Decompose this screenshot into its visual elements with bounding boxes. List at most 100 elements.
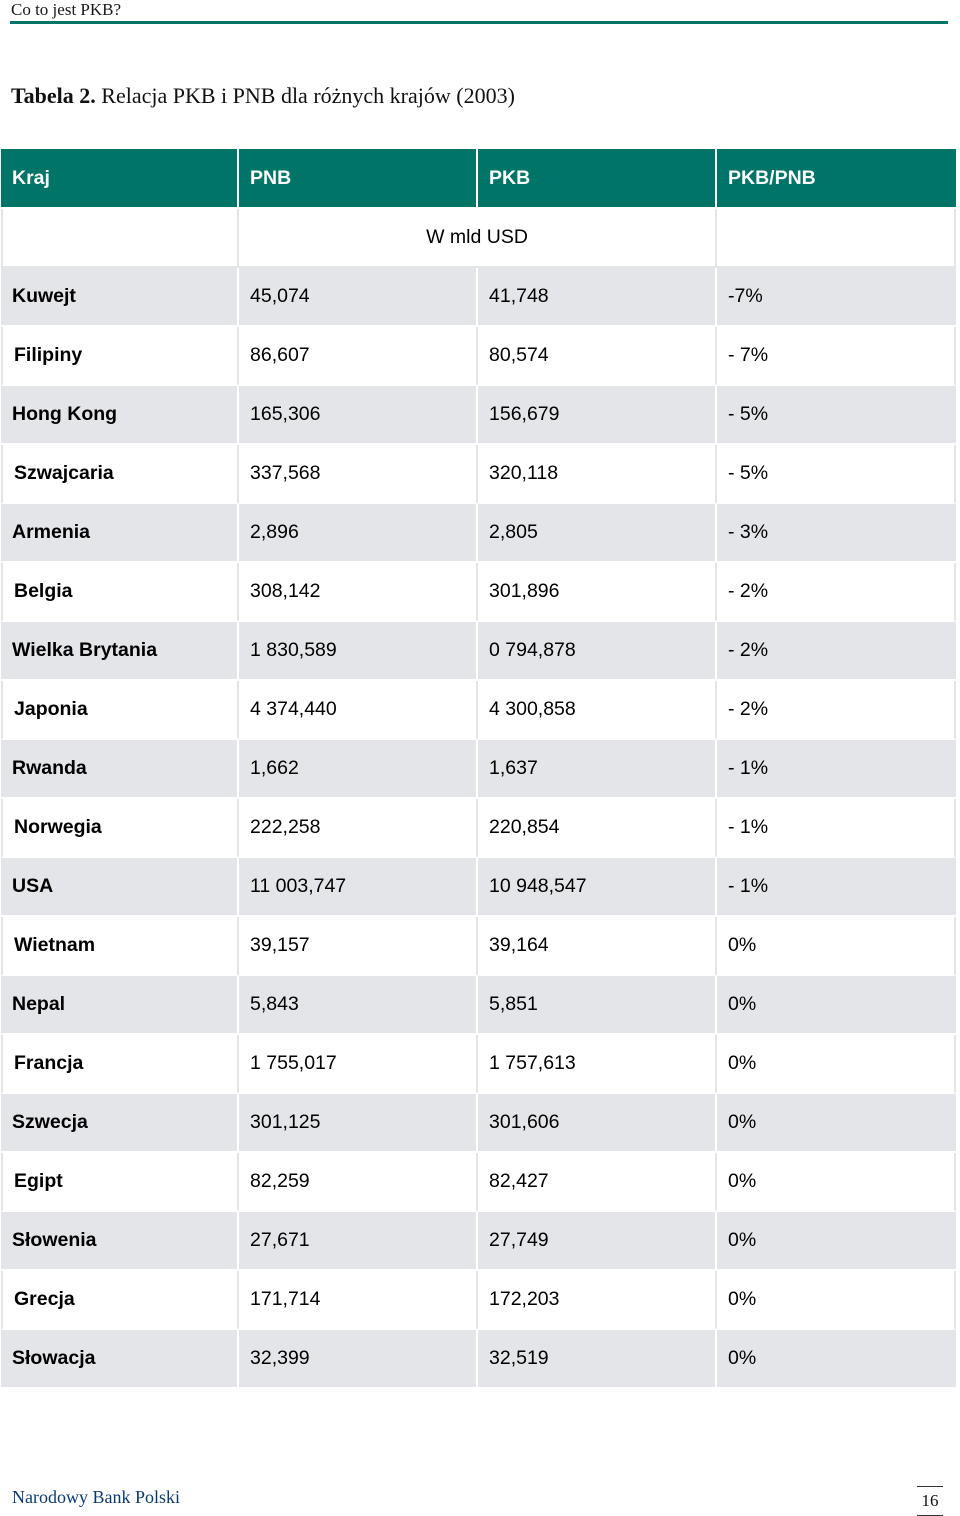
cell-ratio: 0%: [717, 917, 956, 976]
cell-ratio: 0%: [717, 1330, 956, 1389]
table-row: Nepal 5,843 5,851 0%: [1, 976, 956, 1035]
cell-ratio: 0%: [717, 976, 956, 1035]
cell-country: Wielka Brytania: [1, 622, 239, 681]
cell-gnp: 32,399: [239, 1330, 478, 1389]
cell-country: Nepal: [1, 976, 239, 1035]
table-row: Francja 1 755,017 1 757,613 0%: [1, 1035, 956, 1094]
column-header-ratio: PKB/PNB: [717, 149, 956, 209]
cell-country: Armenia: [1, 504, 239, 563]
cell-country: Francja: [1, 1035, 239, 1094]
table-row: Egipt 82,259 82,427 0%: [1, 1153, 956, 1212]
cell-gnp: 1,662: [239, 740, 478, 799]
cell-gdp: 220,854: [478, 799, 717, 858]
cell-ratio: - 7%: [717, 327, 956, 386]
cell-gdp: 4 300,858: [478, 681, 717, 740]
cell-ratio: 0%: [717, 1271, 956, 1330]
table-row: Wietnam 39,157 39,164 0%: [1, 917, 956, 976]
cell-ratio: 0%: [717, 1212, 956, 1271]
cell-gnp: 1 830,589: [239, 622, 478, 681]
table-row: Japonia 4 374,440 4 300,858- 2%: [1, 681, 956, 740]
table-row: Grecja 171,714 172,203 0%: [1, 1271, 956, 1330]
cell-ratio: - 1%: [717, 799, 956, 858]
cell-country: Słowacja: [1, 1330, 239, 1389]
cell-ratio: - 5%: [717, 386, 956, 445]
unit-label: W mld USD: [239, 209, 717, 268]
cell-gdp: 82,427: [478, 1153, 717, 1212]
cell-ratio: - 2%: [717, 563, 956, 622]
cell-gdp: 301,896: [478, 563, 717, 622]
table-header-row: Kraj PNB PKB PKB/PNB: [1, 149, 956, 209]
cell-gnp: 2,896: [239, 504, 478, 563]
cell-gdp: 10 948,547: [478, 858, 717, 917]
cell-gnp: 1 755,017: [239, 1035, 478, 1094]
cell-gdp: 156,679: [478, 386, 717, 445]
cell-ratio: 0%: [717, 1153, 956, 1212]
cell-gnp: 4 374,440: [239, 681, 478, 740]
caption-label: Tabela 2.: [11, 83, 96, 108]
cell-gnp: 165,306: [239, 386, 478, 445]
table-row: Słowacja 32,399 32,519 0%: [1, 1330, 956, 1389]
gdp-gnp-table: Kraj PNB PKB PKB/PNB W mld USD Kuwejt 45,…: [1, 149, 956, 1389]
cell-country: Szwecja: [1, 1094, 239, 1153]
publisher-name: Narodowy Bank Polski: [12, 1487, 180, 1507]
cell-gnp: 337,568: [239, 445, 478, 504]
cell-country: USA: [1, 858, 239, 917]
cell-ratio: - 1%: [717, 740, 956, 799]
table-row: Szwecja 301,125 301,606 0%: [1, 1094, 956, 1153]
page-number: 16: [917, 1486, 943, 1516]
cell-gdp: 41,748: [478, 268, 717, 327]
table-row: Szwajcaria 337,568 320,118- 5%: [1, 445, 956, 504]
cell-gdp: 80,574: [478, 327, 717, 386]
cell-gnp: 301,125: [239, 1094, 478, 1153]
unit-row-empty-cell: [1, 209, 239, 268]
cell-ratio: - 3%: [717, 504, 956, 563]
cell-ratio: - 2%: [717, 622, 956, 681]
cell-ratio: - 2%: [717, 681, 956, 740]
cell-country: Belgia: [1, 563, 239, 622]
cell-country: Grecja: [1, 1271, 239, 1330]
cell-country: Norwegia: [1, 799, 239, 858]
cell-ratio: - 1%: [717, 858, 956, 917]
cell-gnp: 171,714: [239, 1271, 478, 1330]
cell-gnp: 45,074: [239, 268, 478, 327]
cell-ratio: 0%: [717, 1094, 956, 1153]
table-row: Norwegia 222,258 220,854- 1%: [1, 799, 956, 858]
cell-country: Szwajcaria: [1, 445, 239, 504]
cell-gdp: 2,805: [478, 504, 717, 563]
table-body: Kuwejt 45,074 41,748 -7% Filipiny 86,607 80,57…: [1, 268, 956, 1389]
cell-gnp: 86,607: [239, 327, 478, 386]
header-rule: [10, 21, 948, 24]
cell-ratio: 0%: [717, 1035, 956, 1094]
cell-gnp: 5,843: [239, 976, 478, 1035]
table-row: Armenia 2,896 2,805- 3%: [1, 504, 956, 563]
cell-gdp: 1 757,613: [478, 1035, 717, 1094]
cell-gnp: 27,671: [239, 1212, 478, 1271]
cell-gnp: 82,259: [239, 1153, 478, 1212]
cell-country: Egipt: [1, 1153, 239, 1212]
cell-country: Japonia: [1, 681, 239, 740]
unit-row: W mld USD: [1, 209, 956, 268]
table-caption: Tabela 2. Relacja PKB i PNB dla różnych …: [11, 83, 515, 109]
cell-gnp: 11 003,747: [239, 858, 478, 917]
column-header-gnp: PNB: [239, 149, 478, 209]
cell-gdp: 32,519: [478, 1330, 717, 1389]
cell-ratio: - 5%: [717, 445, 956, 504]
table-row: Hong Kong 165,306 156,679- 5%: [1, 386, 956, 445]
cell-country: Hong Kong: [1, 386, 239, 445]
running-title: Co to jest PKB?: [11, 0, 122, 19]
cell-country: Filipiny: [1, 327, 239, 386]
table-row: USA 11 003,747 10 948,547- 1%: [1, 858, 956, 917]
cell-gdp: 1,637: [478, 740, 717, 799]
column-header-gdp: PKB: [478, 149, 717, 209]
cell-gnp: 39,157: [239, 917, 478, 976]
cell-gdp: 172,203: [478, 1271, 717, 1330]
table-row: Belgia 308,142 301,896- 2%: [1, 563, 956, 622]
cell-gdp: 301,606: [478, 1094, 717, 1153]
table-row: Wielka Brytania 1 830,589 0 794,878- 2%: [1, 622, 956, 681]
cell-gdp: 5,851: [478, 976, 717, 1035]
cell-gnp: 308,142: [239, 563, 478, 622]
cell-gdp: 0 794,878: [478, 622, 717, 681]
table-row: Słowenia 27,671 27,749 0%: [1, 1212, 956, 1271]
table-row: Filipiny 86,607 80,574- 7%: [1, 327, 956, 386]
table-row: Kuwejt 45,074 41,748 -7%: [1, 268, 956, 327]
